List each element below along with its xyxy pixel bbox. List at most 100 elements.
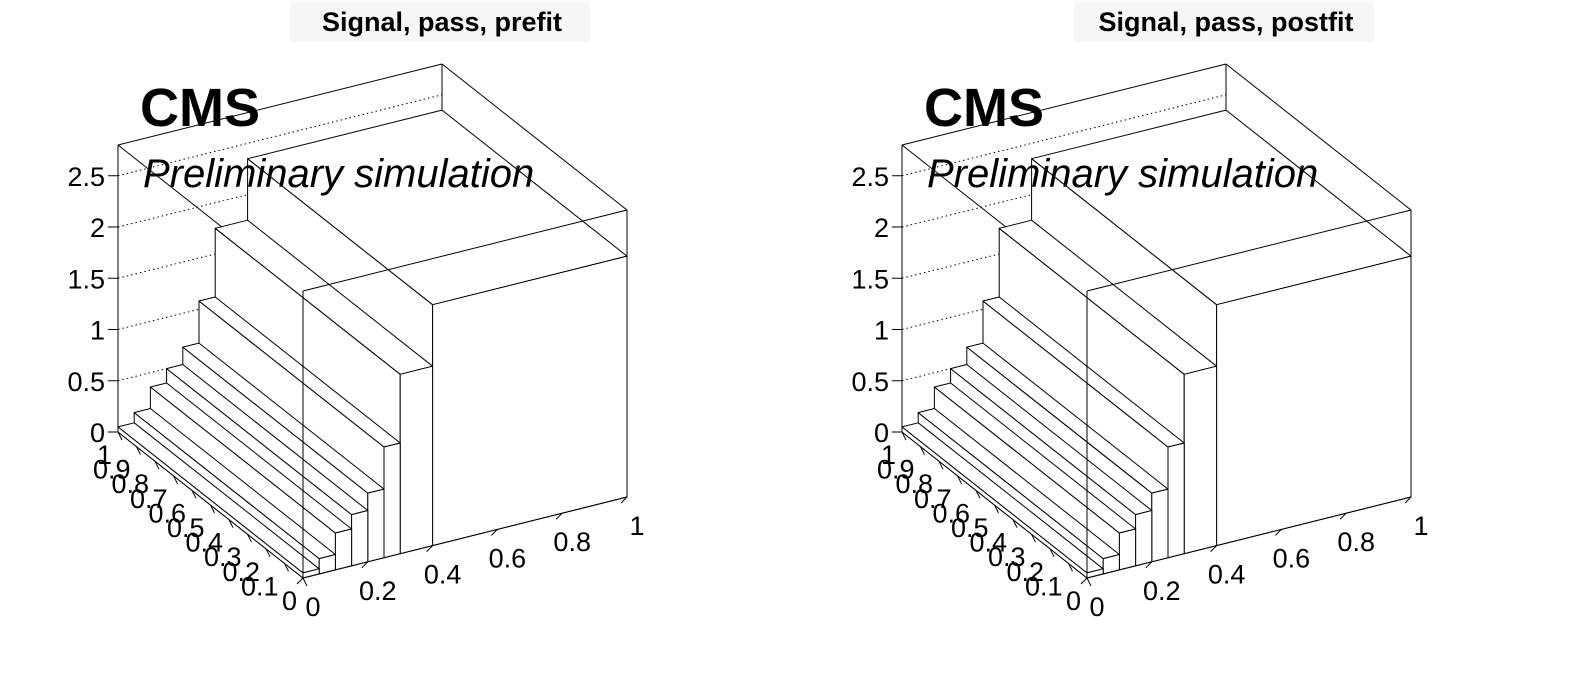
bar-front-face — [1216, 255, 1412, 547]
x-tick-label: 0.8 — [1337, 527, 1375, 557]
y-tick-label: 0.1 — [241, 571, 279, 601]
x-tick-mark — [1145, 561, 1153, 569]
y-tick-mark — [191, 490, 197, 499]
z-tick-label: 2.5 — [851, 162, 889, 192]
y-tick-mark — [957, 475, 962, 485]
z-tick-label: 0.5 — [67, 367, 105, 397]
panel: Signal, pass, prefit00.511.522.500.20.40… — [67, 2, 645, 622]
y-tick-mark — [117, 431, 123, 441]
bar-front-face — [1135, 510, 1153, 567]
frame-edge — [1225, 63, 1412, 211]
x-tick-mark — [620, 496, 628, 504]
y-tick-label: 0.6 — [932, 498, 970, 528]
y-tick-label: 0.2 — [1006, 557, 1044, 587]
y-tick-label: 1 — [881, 440, 896, 470]
y-tick-mark — [975, 490, 981, 499]
y-tick-label: 0.3 — [988, 542, 1026, 572]
y-tick-label: 0.5 — [951, 513, 989, 543]
grid-line — [117, 94, 443, 177]
chart-title: Signal, pass, postfit — [1098, 7, 1353, 37]
chart-title: Signal, pass, prefit — [322, 7, 562, 37]
bar-front-face — [351, 510, 369, 567]
y-tick-mark — [302, 577, 308, 587]
y-tick-label: 0 — [1066, 586, 1081, 616]
z-tick-label: 1.5 — [851, 264, 889, 294]
x-tick-mark — [1210, 545, 1217, 552]
z-tick-label: 2 — [874, 213, 889, 243]
z-tick-label: 1 — [874, 316, 889, 346]
y-tick-mark — [1031, 533, 1036, 543]
y-tick-label: 0.4 — [185, 528, 223, 558]
y-tick-label: 1 — [97, 440, 112, 470]
title-background — [290, 2, 590, 42]
y-tick-mark — [901, 431, 907, 441]
y-tick-mark — [994, 504, 999, 514]
y-tick-label: 0.6 — [148, 498, 186, 528]
frame-edge — [441, 63, 628, 211]
bar-front-face — [432, 255, 628, 547]
z-tick-label: 1.5 — [67, 264, 105, 294]
z-tick-label: 0 — [874, 418, 889, 448]
z-tick-label: 0 — [90, 418, 105, 448]
y-tick-mark — [210, 504, 215, 514]
y-tick-mark — [173, 475, 178, 485]
y-tick-label: 0.3 — [204, 542, 242, 572]
frame-edge — [1086, 209, 1412, 292]
bar-front-face — [1151, 488, 1169, 563]
z-tick-label: 2.5 — [67, 162, 105, 192]
y-tick-label: 0.4 — [969, 528, 1007, 558]
frame-edge — [1086, 496, 1412, 579]
y-tick-label: 0 — [282, 586, 297, 616]
y-tick-mark — [1086, 577, 1092, 587]
y-tick-label: 0.2 — [222, 557, 260, 587]
x-tick-label: 0 — [305, 592, 320, 622]
x-tick-label: 0.2 — [359, 576, 397, 606]
y-tick-label: 0.9 — [877, 455, 915, 485]
x-tick-mark — [1275, 529, 1282, 536]
bar-front-face — [334, 528, 353, 571]
x-tick-label: 0.6 — [489, 543, 527, 573]
y-tick-mark — [920, 446, 925, 455]
grid-line — [901, 94, 1227, 177]
x-tick-mark — [1339, 512, 1347, 520]
y-tick-mark — [1012, 519, 1018, 528]
x-tick-label: 0.2 — [1143, 576, 1181, 606]
cms-label: CMS — [140, 78, 260, 138]
y-tick-label: 0.7 — [130, 484, 168, 514]
cms-label: CMS — [924, 78, 1044, 138]
x-tick-mark — [555, 512, 563, 520]
panel: Signal, pass, postfit00.511.522.500.20.4… — [851, 2, 1429, 622]
x-tick-label: 1 — [629, 511, 644, 541]
y-tick-mark — [154, 460, 160, 470]
bar-front-face — [1167, 442, 1185, 559]
z-tick-label: 0.5 — [851, 367, 889, 397]
y-tick-mark — [228, 519, 234, 528]
y-tick-label: 0.8 — [895, 469, 933, 499]
x-tick-mark — [491, 529, 498, 536]
y-tick-label: 0.1 — [1025, 571, 1063, 601]
y-tick-label: 0.9 — [93, 455, 131, 485]
title-background — [1074, 2, 1374, 42]
frame-edge — [302, 496, 628, 579]
bar-front-face — [399, 365, 434, 555]
bar-front-face — [1183, 365, 1218, 555]
frame-edge — [302, 209, 628, 292]
frame-edge — [901, 63, 1227, 146]
y-tick-label: 0.5 — [167, 513, 205, 543]
x-tick-mark — [1080, 577, 1088, 585]
y-tick-mark — [1068, 563, 1073, 572]
y-tick-mark — [284, 563, 289, 572]
cms-sublabel: Preliminary simulation — [143, 152, 534, 196]
x-tick-label: 0.4 — [424, 560, 462, 590]
x-tick-label: 1 — [1413, 511, 1428, 541]
z-tick-label: 1 — [90, 316, 105, 346]
x-tick-label: 0.6 — [1273, 543, 1311, 573]
cms-sublabel: Preliminary simulation — [927, 152, 1318, 196]
bar-front-face — [367, 488, 385, 563]
x-tick-mark — [1404, 496, 1412, 504]
x-tick-label: 0.8 — [553, 527, 591, 557]
z-tick-label: 2 — [90, 213, 105, 243]
x-tick-mark — [296, 577, 304, 585]
